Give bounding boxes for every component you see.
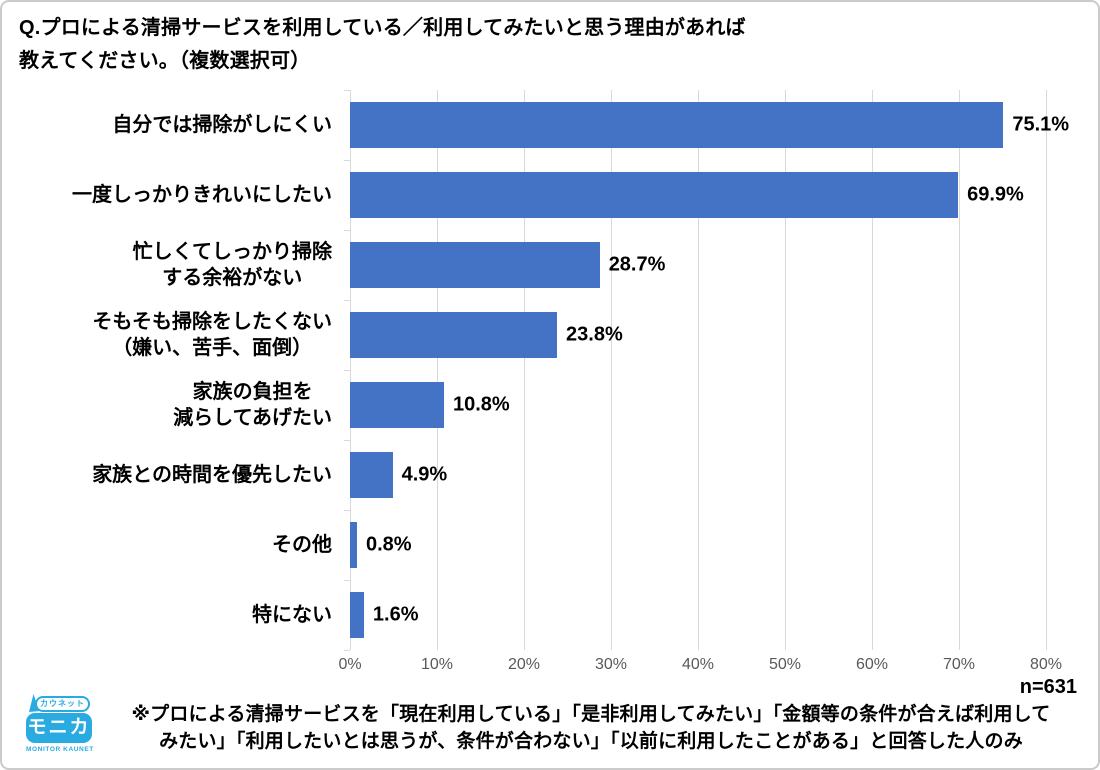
bar-chart: 自分では掃除がしにくい 75.1% 一度しっかりきれいにしたい 69.9% 忙しくてしっ…: [2, 90, 1098, 740]
bar: [350, 592, 364, 638]
bar: [350, 312, 558, 358]
logo-main-text: モニカ: [26, 713, 92, 743]
x-axis-tick-label: 10%: [420, 656, 454, 673]
bar: [350, 242, 600, 288]
bar-track: 75.1%: [350, 90, 1069, 160]
value-label: 23.8%: [566, 323, 623, 346]
chart-title: Q.プロによる清掃サービスを利用している／利用してみたいと思う理由があれば 教え…: [19, 12, 746, 78]
bar: [350, 382, 444, 428]
x-axis-tick-label: 70%: [942, 656, 976, 673]
bar-row: その他 0.8%: [2, 510, 1098, 580]
bar-row: 一度しっかりきれいにしたい 69.9%: [2, 160, 1098, 230]
bar-row: 忙しくてしっかり掃除 する余裕がない 28.7%: [2, 230, 1098, 300]
bar-track: 28.7%: [350, 230, 1046, 300]
category-label-text: 忙しくてしっかり掃除 する余裕がない: [132, 241, 332, 289]
x-axis: 0% 10% 20% 30% 40% 50% 60% 70% 80%: [338, 656, 1062, 678]
value-label: 28.7%: [608, 253, 666, 276]
bar-rows: 自分では掃除がしにくい 75.1% 一度しっかりきれいにしたい 69.9% 忙しくてしっ…: [2, 90, 1098, 650]
bar-row: 自分では掃除がしにくい 75.1%: [2, 90, 1098, 160]
bar-row: 家族との時間を優先したい 4.9%: [2, 440, 1098, 510]
value-label: 10.8%: [452, 393, 510, 416]
category-label-text: そもそも掃除をしたくない （嫌い、苦手、面倒）: [92, 311, 332, 359]
chart-title-line-2: 教えてください。（複数選択可）: [19, 50, 311, 72]
bar-row: 特にない 1.6%: [2, 580, 1098, 650]
category-label: 自分では掃除がしにくい: [2, 90, 350, 160]
category-label-text: 家族の負担を 減らしてあげたい: [173, 381, 332, 429]
bar-track: 69.9%: [350, 160, 1046, 230]
category-label-text: 一度しっかりきれいにしたい: [72, 184, 332, 206]
value-label: 75.1%: [1012, 113, 1070, 136]
logo-bubble: カウネット: [29, 694, 90, 712]
x-axis-tick-label: 20%: [507, 656, 541, 673]
category-label: 家族の負担を 減らしてあげたい: [2, 370, 350, 440]
bar-track: 0.8%: [350, 510, 1046, 580]
x-axis-tick-label: 0%: [338, 656, 362, 673]
category-label: 家族との時間を優先したい: [2, 440, 350, 510]
bar: [350, 102, 1004, 148]
footnote: ※プロによる清掃サービスを「現在利用している」「是非利用してみたい」「金額等の条…: [98, 701, 1084, 755]
bar: [350, 172, 959, 218]
bar-track: 1.6%: [350, 580, 1046, 650]
footnote-line-1: ※プロによる清掃サービスを「現在利用している」「是非利用してみたい」「金額等の条…: [131, 704, 1051, 725]
category-label-text: その他: [272, 534, 332, 556]
bar-row: そもそも掃除をしたくない （嫌い、苦手、面倒） 23.8%: [2, 300, 1098, 370]
value-label: 69.9%: [967, 183, 1024, 206]
x-axis-tick-label: 50%: [768, 656, 802, 673]
value-label: 0.8%: [365, 533, 412, 556]
monitor-kaunet-logo: カウネット モニカ MONITOR KAUNET: [26, 693, 94, 753]
x-axis-tick-label: 30%: [594, 656, 628, 673]
bar-track: 10.8%: [350, 370, 1046, 440]
x-axis-tick-label: 60%: [855, 656, 889, 673]
y-axis-tick: [344, 650, 350, 651]
value-label: 1.6%: [372, 603, 419, 626]
bar-track: 4.9%: [350, 440, 1046, 510]
value-label: 4.9%: [401, 463, 448, 486]
category-label: 特にない: [2, 580, 350, 650]
category-label: 一度しっかりきれいにしたい: [2, 160, 350, 230]
category-label: その他: [2, 510, 350, 580]
chart-title-line-1: Q.プロによる清掃サービスを利用している／利用してみたいと思う理由があれば: [19, 17, 746, 39]
category-label: そもそも掃除をしたくない （嫌い、苦手、面倒）: [2, 300, 350, 370]
category-label-text: 自分では掃除がしにくい: [112, 114, 332, 136]
category-label-text: 家族との時間を優先したい: [92, 464, 332, 486]
bar: [350, 522, 357, 568]
x-axis-tick-label: 40%: [681, 656, 715, 673]
logo-en-text: MONITOR KAUNET: [26, 746, 94, 753]
bar-track: 23.8%: [350, 300, 1046, 370]
bar: [350, 452, 393, 498]
sample-size: n=631: [1019, 676, 1077, 698]
footnote-line-2: みたい」「利用したいとは思うが、条件が合わない」「以前に利用したことがある」と回…: [159, 731, 1023, 752]
category-label: 忙しくてしっかり掃除 する余裕がない: [2, 230, 350, 300]
category-label-text: 特にない: [252, 604, 332, 626]
logo-flame-icon: [29, 694, 39, 712]
bar-row: 家族の負担を 減らしてあげたい 10.8%: [2, 370, 1098, 440]
x-axis-tick-label: 80%: [1029, 656, 1063, 673]
logo-top-text: カウネット: [40, 699, 85, 708]
